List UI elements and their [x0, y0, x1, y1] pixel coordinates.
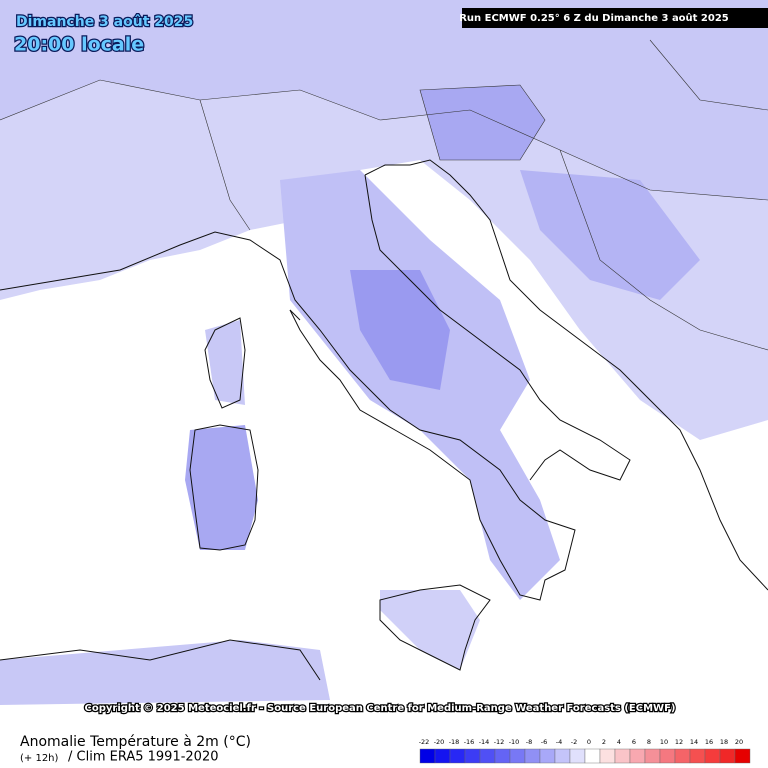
colorbar-label: 20 [735, 738, 743, 746]
colorbar-swatch [449, 748, 466, 764]
colorbar-swatch [599, 748, 616, 764]
colorbar-swatch [704, 748, 721, 764]
colorbar-swatch [524, 748, 541, 764]
colorbar-label: 0 [587, 738, 591, 746]
colorbar-swatch [719, 748, 736, 764]
colorbar-label: 8 [647, 738, 651, 746]
colorbar-swatch [644, 748, 661, 764]
colorbar-label: -2 [571, 738, 577, 746]
colorbar-label: 2 [602, 738, 606, 746]
colorbar-swatch [734, 748, 751, 764]
colorbar-label: -4 [556, 738, 562, 746]
colorbar-swatch [434, 748, 451, 764]
colorbar-swatch [554, 748, 571, 764]
colorbar-label: 14 [690, 738, 698, 746]
legend-lead: (+ 12h) [20, 753, 59, 764]
colorbar-label: -6 [541, 738, 547, 746]
colorbar-swatch [614, 748, 631, 764]
colorbar-swatch [509, 748, 526, 764]
colorbar-label: 16 [705, 738, 713, 746]
colorbar-label: 6 [632, 738, 636, 746]
legend-title: Anomalie Température à 2m (°C) [20, 734, 251, 750]
colorbar-swatch [674, 748, 691, 764]
colorbar-label: -20 [434, 738, 445, 746]
colorbar-label: -10 [509, 738, 520, 746]
colorbar-label: -14 [479, 738, 490, 746]
colorbar: -22 -20 -18 -16 -14 -12 -10 -8 -6 -4 -2 0 2 4 6 8 10 12 14… [419, 738, 751, 764]
colorbar-label: -22 [419, 738, 430, 746]
colorbar-swatch [494, 748, 511, 764]
date-label: Dimanche 3 août 2025 [16, 14, 193, 30]
run-box [462, 8, 768, 28]
colorbar-swatch [479, 748, 496, 764]
colorbar-swatch [464, 748, 481, 764]
colorbar-label: -12 [494, 738, 505, 746]
time-label: 20:00 locale [14, 34, 144, 56]
colorbar-label: -16 [464, 738, 475, 746]
borders [0, 39, 768, 351]
colorbar-swatch [539, 748, 556, 764]
colorbar-swatch [584, 748, 601, 764]
colorbar-swatch [419, 748, 436, 764]
colorbar-label: 18 [720, 738, 728, 746]
colorbar-label: 10 [660, 738, 668, 746]
run-label: Run ECMWF 0.25° 6 Z du Dimanche 3 août 2… [459, 12, 729, 24]
colorbar-label: 12 [675, 738, 683, 746]
copyright: Copyright © 2025 Meteociel.fr - Source E… [85, 703, 676, 714]
colorbar-swatch [689, 748, 706, 764]
legend-clim: / Clim ERA5 1991-2020 [68, 750, 218, 765]
colorbar-label: 4 [617, 738, 621, 746]
colorbar-swatch [659, 748, 676, 764]
colorbar-label: -18 [449, 738, 460, 746]
colorbar-swatch [569, 748, 586, 764]
coastlines [0, 159, 768, 681]
anomaly-field [0, 0, 768, 705]
colorbar-swatch [629, 748, 646, 764]
colorbar-label: -8 [526, 738, 532, 746]
